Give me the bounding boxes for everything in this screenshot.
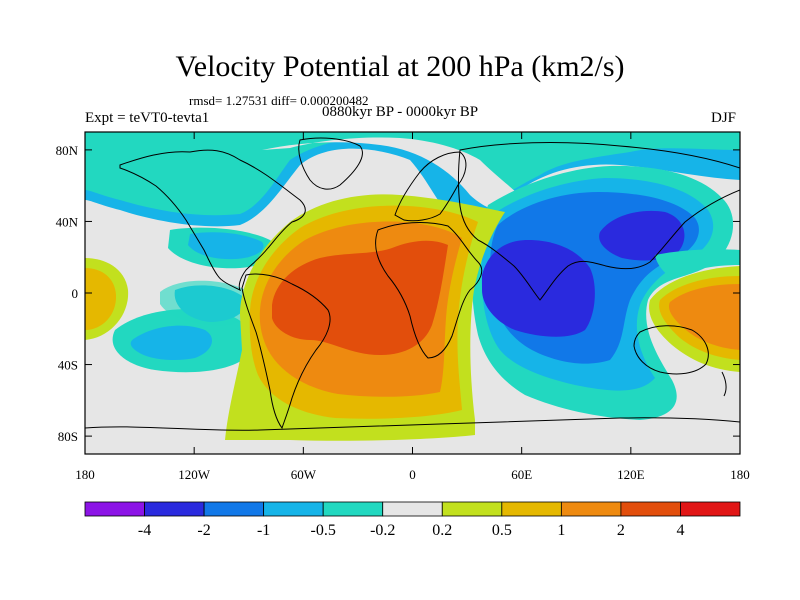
colorbar-swatch [441, 501, 503, 517]
x-tick-label: 120W [178, 467, 211, 482]
x-tick-label: 180 [75, 467, 95, 482]
colorbar-label: 2 [617, 522, 625, 539]
colorbar-swatch [382, 501, 443, 517]
colorbar-swatch [322, 501, 384, 517]
colorbar-swatch [203, 501, 265, 517]
period-label: 0880kyr BP - 0000kyr BP [322, 104, 479, 120]
colorbar-label: -2 [197, 522, 210, 539]
x-tick-label: 60W [291, 467, 317, 482]
contour-neg-north-core [85, 132, 740, 216]
contour-pos-atl-core [272, 240, 448, 355]
map-title: Velocity Potential at 200 hPa (km2/s) [175, 50, 625, 83]
contour-neg-asia-core [482, 240, 595, 337]
x-tick-label: 120E [617, 467, 645, 482]
coast-antarctica [85, 417, 740, 431]
colorbar-label: 4 [676, 522, 684, 539]
coast-africa [375, 222, 483, 359]
colorbar-swatch [560, 501, 622, 517]
stats-label: rmsd= 1.27531 diff= 0.000200482 [189, 93, 369, 108]
x-axis: 180 120W 60W 0 60E 120E 180 [75, 132, 750, 482]
coastlines [85, 137, 740, 431]
colorbar-label: -0.2 [370, 522, 395, 539]
contour-neg-na-coast-inner [188, 232, 264, 260]
coast-australia [633, 325, 709, 375]
coast-asia [458, 142, 740, 301]
coast-europe [394, 151, 467, 222]
experiment-label: Expt = teVT0-tevta1 [85, 110, 210, 126]
colorbar-swatch [680, 501, 741, 517]
colorbar-swatch [84, 501, 145, 517]
y-axis: 80N 40N 0 40S 80S [56, 143, 740, 444]
coast-greenland [298, 137, 363, 190]
colorbar-label: -0.5 [311, 522, 336, 539]
coast-new-zealand [721, 371, 727, 397]
contour-field [85, 132, 740, 454]
coast-north-america [119, 149, 306, 292]
colorbar: -4 -2 -1 -0.5 -0.2 0.2 0.5 1 2 4 [84, 501, 741, 539]
season-label: DJF [711, 110, 737, 126]
contour-white-north-gap [262, 137, 530, 214]
x-tick-label: 60E [511, 467, 532, 482]
contour-pos-westpac-inner [668, 284, 740, 350]
x-tick-label: 180 [730, 467, 750, 482]
colorbar-label: 0.5 [492, 522, 512, 539]
contour-neg-mid-pac-band [160, 280, 255, 326]
y-tick-label: 80S [58, 429, 78, 444]
coast-south-america [241, 273, 331, 430]
contour-pos-centpac-inner [85, 268, 117, 330]
colorbar-swatch [501, 501, 562, 517]
y-tick-label: 0 [72, 286, 79, 301]
y-tick-label: 80N [56, 143, 79, 158]
colorbar-label: -4 [138, 522, 151, 539]
colorbar-label: 1 [557, 522, 565, 539]
colorbar-label: -1 [257, 522, 270, 539]
colorbar-label: 0.2 [432, 522, 452, 539]
colorbar-swatch [620, 501, 681, 517]
colorbar-swatch [263, 501, 324, 517]
x-tick-label: 0 [409, 467, 416, 482]
y-tick-label: 40S [58, 358, 78, 373]
colorbar-swatch [144, 501, 205, 517]
contour-neg-eastpac-link [655, 249, 740, 278]
y-tick-label: 40N [56, 214, 79, 229]
contour-neg-southpac-inner [130, 325, 213, 360]
